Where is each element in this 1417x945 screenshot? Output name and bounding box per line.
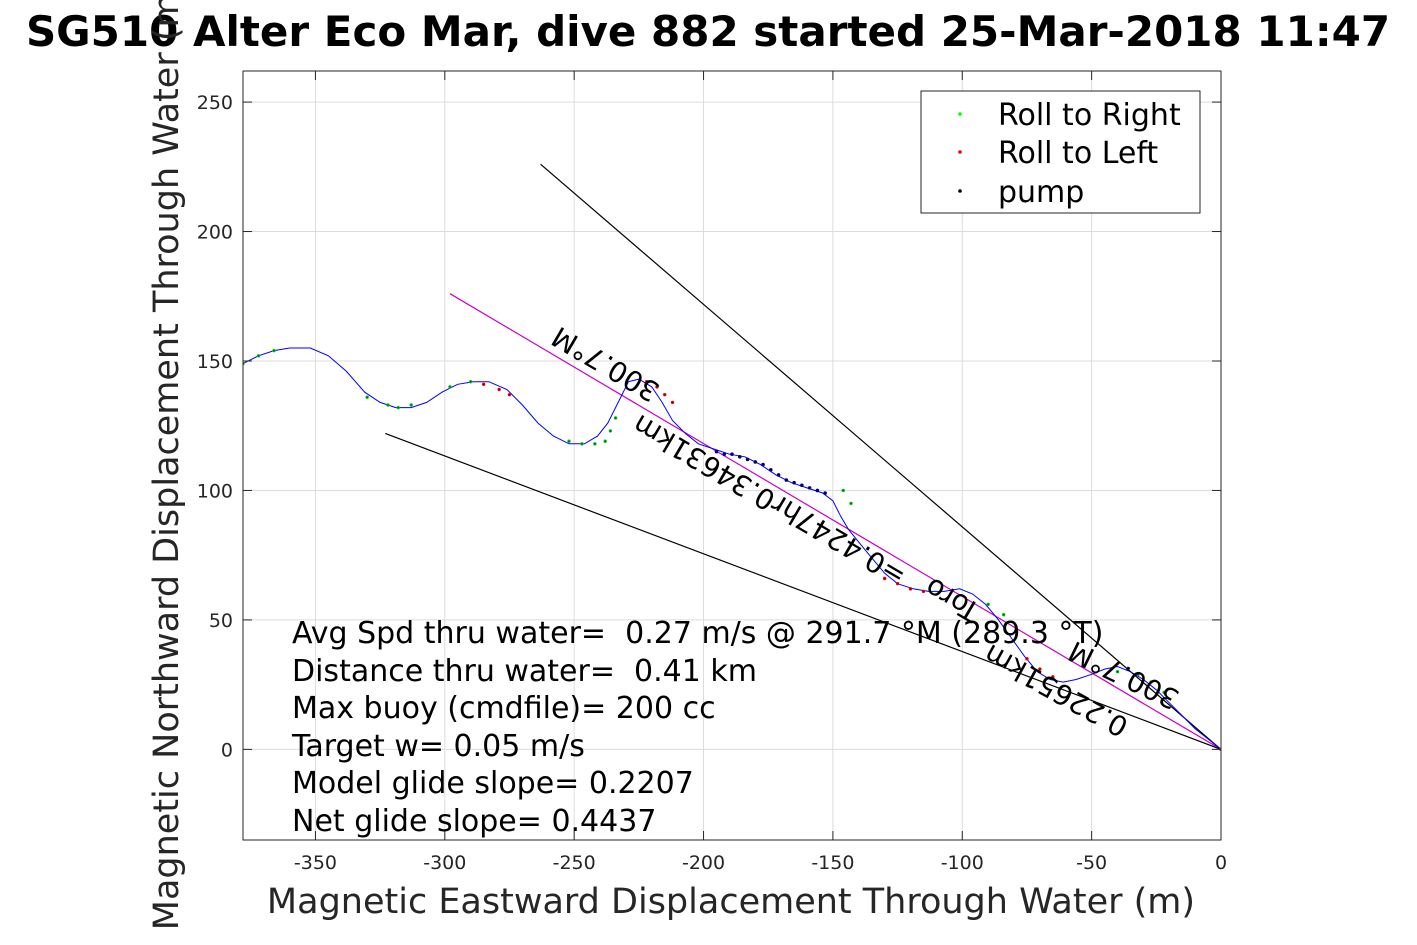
roll-right-point-core	[1150, 681, 1152, 683]
roll-right-point-core	[842, 489, 845, 492]
x-tick-label: -350	[294, 852, 337, 874]
roll-right-point-core	[609, 430, 612, 432]
pump-point	[714, 449, 719, 454]
annotation-target-w: Target w= 0.05 m/s	[291, 729, 585, 764]
roll-right-point-core	[850, 502, 852, 505]
roll-right-point-core	[1002, 613, 1005, 616]
pump-point	[784, 478, 789, 482]
glider-track-line	[243, 347, 1221, 750]
y-tick-label: 0	[221, 739, 233, 761]
pump-point	[769, 467, 773, 472]
x-axis-label: Magnetic Eastward Displacement Through W…	[267, 882, 1195, 922]
plot-area-frame	[242, 70, 1222, 841]
roll-right-point-core	[397, 406, 400, 409]
y-tick-label: 150	[197, 351, 233, 373]
roll-right-point-core	[614, 417, 617, 419]
roll-left-point-core	[1052, 676, 1054, 678]
legend-marker-roll-left	[958, 150, 962, 154]
pump-point	[745, 457, 750, 462]
roll-right-point-core	[568, 440, 570, 443]
roll-left-point-core	[896, 582, 899, 585]
x-tick-label: -100	[941, 852, 984, 874]
annotation-net-glide-slope: Net glide slope= 0.4437	[292, 804, 656, 839]
pump-point	[761, 462, 765, 467]
roll-left-point-core	[663, 393, 666, 396]
roll-right-point-core	[581, 443, 583, 445]
pump-point	[792, 480, 796, 485]
roll-right-point-core	[1163, 691, 1165, 694]
roll-right-point-core	[1116, 670, 1119, 673]
roll-right-point-core	[1137, 673, 1140, 676]
roll-and-pump-markers	[243, 348, 1221, 752]
roll-right-point-core	[594, 443, 596, 445]
roll-left-point-core	[508, 393, 511, 396]
annotation-max-buoy: Max buoy (cmdfile)= 200 cc	[292, 691, 716, 726]
roll-left-point-core	[1026, 657, 1028, 660]
roll-left-point-core	[482, 383, 485, 386]
pump-point	[730, 452, 734, 457]
annotation-model-glide-slope: Model glide slope= 0.2207	[292, 766, 694, 801]
roll-right-point-core	[366, 396, 368, 399]
roll-right-point-core	[410, 404, 412, 406]
lower-envelope	[385, 432, 1221, 750]
y-tick-label: 50	[209, 610, 233, 632]
pump-point	[737, 454, 742, 459]
stats-annotation-block: Avg Spd thru water= 0.27 m/s @ 291.7 °M …	[291, 616, 1103, 839]
roll-left-point-core	[909, 588, 912, 590]
y-tick-label: 250	[197, 92, 233, 114]
x-tick-label: -250	[553, 852, 596, 874]
pump-point	[823, 491, 827, 495]
roll-right-point-core	[449, 386, 451, 388]
upper-envelope	[540, 163, 1221, 750]
x-tick-label: -150	[811, 852, 854, 874]
roll-right-point-core	[257, 355, 260, 357]
chart-title: SG510 Alter Eco Mar, dive 882 started 25…	[26, 7, 1390, 56]
x-tick-label: 0	[1215, 852, 1227, 874]
roll-right-point-core	[604, 440, 607, 443]
roll-left-point-core	[645, 380, 648, 383]
roll-right-point-core	[273, 349, 275, 352]
roll-left-point-core	[498, 388, 500, 391]
x-tick-label: -50	[1076, 852, 1107, 874]
pump-point	[776, 473, 781, 477]
y-tick-label: 100	[197, 480, 233, 502]
legend-label-roll-left: Roll to Left	[998, 136, 1158, 171]
pump-point	[753, 460, 758, 464]
pump-point	[815, 488, 820, 493]
roll-right-point-core	[469, 380, 472, 383]
roll-left-point-core	[671, 401, 674, 404]
legend-marker-roll-right	[958, 112, 962, 116]
roll-left-point-core	[922, 590, 925, 593]
roll-left-point-core	[1039, 668, 1041, 670]
legend: Roll to Right Roll to Left pump	[920, 90, 1201, 214]
pump-point	[807, 486, 812, 490]
x-tick-label: -200	[682, 852, 725, 874]
annotation-distance: Distance thru water= 0.41 km	[292, 654, 757, 689]
legend-label-pump: pump	[998, 175, 1084, 210]
roll-left-point-core	[883, 577, 886, 580]
x-tick-label: -300	[423, 852, 466, 874]
legend-box	[920, 90, 1201, 214]
legend-marker-pump	[958, 189, 962, 193]
annotation-avg-speed: Avg Spd thru water= 0.27 m/s @ 291.7 °M …	[292, 616, 1103, 651]
pump-point	[800, 483, 804, 488]
axis-ticks: -350 -300 -250 -200 -150 -100 -50 0 0 50 100 150 200…	[197, 71, 1227, 874]
roll-right-point-core	[387, 404, 389, 406]
legend-label-roll-right: Roll to Right	[998, 98, 1181, 133]
y-tick-label: 200	[197, 222, 233, 244]
roll-left-point-core	[656, 386, 658, 388]
pump-point	[722, 452, 727, 457]
roll-right-point-core	[987, 603, 989, 606]
y-axis-label: Magnetic Northward Displacement Through …	[147, 0, 187, 930]
